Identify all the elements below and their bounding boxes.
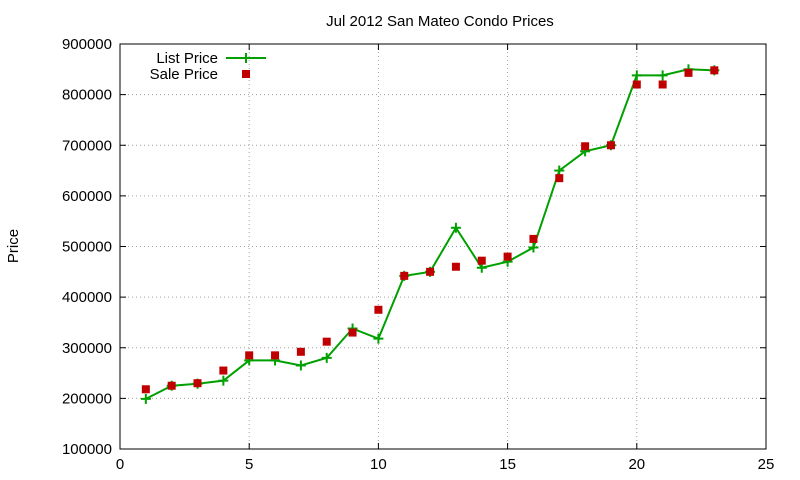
data-point <box>321 352 332 363</box>
data-point <box>631 70 642 81</box>
data-point <box>140 393 151 404</box>
data-point <box>632 80 641 89</box>
grid <box>120 44 766 449</box>
chart-title: Jul 2012 San Mateo Condo Prices <box>326 13 554 30</box>
y-tick-label: 500000 <box>62 239 112 256</box>
y-tick-label: 900000 <box>62 36 112 53</box>
y-tick-label: 200000 <box>62 390 112 407</box>
data-point <box>167 381 176 390</box>
series-1 <box>141 66 719 394</box>
data-point <box>451 262 460 271</box>
data-point <box>503 252 512 261</box>
x-tick-label: 20 <box>628 456 645 473</box>
data-point <box>218 375 229 386</box>
data-point <box>322 337 331 346</box>
data-point <box>528 242 539 253</box>
axis-ticks: 0 5 10 15 20 25 100000 200000 300000 400000 500000… <box>62 36 774 473</box>
y-tick-label: 600000 <box>62 188 112 205</box>
data-point <box>555 174 564 183</box>
data-point <box>658 80 667 89</box>
y-tick-label: 400000 <box>62 289 112 306</box>
y-tick-label: 300000 <box>62 340 112 357</box>
data-point <box>529 234 538 243</box>
data-point <box>450 222 461 233</box>
legend-marker <box>242 70 250 78</box>
data-point <box>271 351 280 360</box>
series-0 <box>140 64 720 404</box>
y-tick-label: 700000 <box>62 137 112 154</box>
series <box>140 64 720 404</box>
x-tick-label: 15 <box>499 456 516 473</box>
x-tick-label: 10 <box>370 456 387 473</box>
data-point <box>245 351 254 360</box>
y-tick-label: 100000 <box>62 441 112 458</box>
legend-label: List Price <box>156 50 218 67</box>
data-point <box>606 141 615 150</box>
x-tick-label: 5 <box>245 456 253 473</box>
data-point <box>348 328 357 337</box>
data-point <box>426 267 435 276</box>
data-point <box>657 70 668 81</box>
y-tick-label: 800000 <box>62 87 112 104</box>
y-axis-label: Price <box>5 229 22 263</box>
data-point <box>373 333 384 344</box>
data-point <box>710 66 719 75</box>
data-point <box>581 142 590 151</box>
data-point <box>684 68 693 77</box>
x-tick-label: 25 <box>758 456 775 473</box>
data-point <box>193 379 202 388</box>
data-point <box>477 256 486 265</box>
data-point <box>400 271 409 280</box>
data-point <box>296 347 305 356</box>
series-line <box>145 68 715 400</box>
legend-label: Sale Price <box>150 66 218 83</box>
data-point <box>141 385 150 394</box>
data-point <box>554 165 565 176</box>
data-point <box>219 366 228 375</box>
data-point <box>295 360 306 371</box>
x-tick-label: 0 <box>116 456 124 473</box>
data-point <box>374 305 383 314</box>
legend-marker <box>241 53 251 63</box>
